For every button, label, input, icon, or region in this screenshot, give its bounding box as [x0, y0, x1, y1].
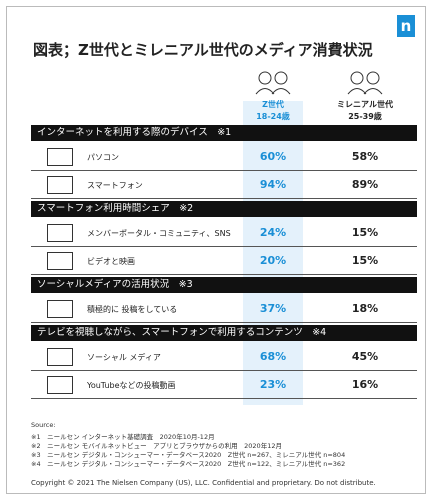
z-column-highlight: [243, 101, 303, 405]
row-divider: [31, 398, 417, 399]
source-line: ※4 ニールセン デジタル・コンシューマー・データベース2020 Z世代 n=1…: [31, 460, 346, 468]
z-value: 68%: [259, 350, 287, 363]
row-divider: [31, 198, 417, 199]
column-age: 18-24歳: [256, 112, 290, 121]
z-value: 24%: [259, 226, 287, 239]
column-age: 25-39歳: [348, 112, 382, 121]
z-icon: [255, 71, 291, 95]
row-icon: [47, 376, 73, 394]
section-header: インターネットを利用する際のデバイス ※1: [31, 125, 417, 141]
row-label: 積極的に 投稿をしている: [87, 305, 178, 314]
row-divider: [31, 322, 417, 323]
row-label: ビデオと映画: [87, 257, 135, 266]
row-icon: [47, 176, 73, 194]
row-label: パソコン: [87, 153, 119, 162]
row-icon: [47, 300, 73, 318]
logo: n: [397, 15, 415, 37]
source-line: ※1 ニールセン インターネット基礎調査 2020年10月-12月: [31, 433, 215, 441]
row-icon: [47, 348, 73, 366]
row-label: ソーシャル メディア: [87, 353, 161, 362]
row-divider: [31, 274, 417, 275]
page: 図表；Z世代とミレニアル世代のメディア消費状況 n Z世代 18-24歳 ミレニ…: [6, 6, 426, 494]
copyright: Copyright © 2021 The Nielsen Company (US…: [31, 479, 376, 487]
column-name: ミレニアル世代: [337, 100, 393, 109]
m-value: 58%: [351, 150, 379, 163]
z-value: 60%: [259, 150, 287, 163]
row-label: メンバーポータル・コミュニティ、SNS: [87, 229, 231, 238]
source-line: ※3 ニールセン デジタル・コンシューマー・データベース2020 Z世代 n=2…: [31, 451, 346, 459]
z-value: 20%: [259, 254, 287, 267]
source-line: ※2 ニールセン モバイルネットビュー アプリとブラウザからの利用 2020年1…: [31, 442, 282, 450]
row-icon: [47, 148, 73, 166]
source-heading: Source:: [31, 421, 56, 429]
section-header: スマートフォン利用時間シェア ※2: [31, 201, 417, 217]
z-value: 94%: [259, 178, 287, 191]
row-label: スマートフォン: [87, 181, 143, 190]
title: 図表；Z世代とミレニアル世代のメディア消費状況: [33, 41, 373, 59]
z-value: 37%: [259, 302, 287, 315]
row-divider: [31, 170, 417, 171]
column-name: Z世代: [262, 100, 284, 109]
row-divider: [31, 370, 417, 371]
z-value: 23%: [259, 378, 287, 391]
m-value: 45%: [351, 350, 379, 363]
row-label: YouTubeなどの投稿動画: [87, 381, 176, 390]
m-value: 15%: [351, 226, 379, 239]
row-divider: [31, 246, 417, 247]
m-value: 89%: [351, 178, 379, 191]
section-header: ソーシャルメディアの活用状況 ※3: [31, 277, 417, 293]
row-icon: [47, 224, 73, 242]
m-value: 16%: [351, 378, 379, 391]
section-header: テレビを視聴しながら、スマートフォンで利用するコンテンツ ※4: [31, 325, 417, 341]
m-icon: [347, 71, 383, 95]
m-value: 15%: [351, 254, 379, 267]
row-icon: [47, 252, 73, 270]
m-value: 18%: [351, 302, 379, 315]
